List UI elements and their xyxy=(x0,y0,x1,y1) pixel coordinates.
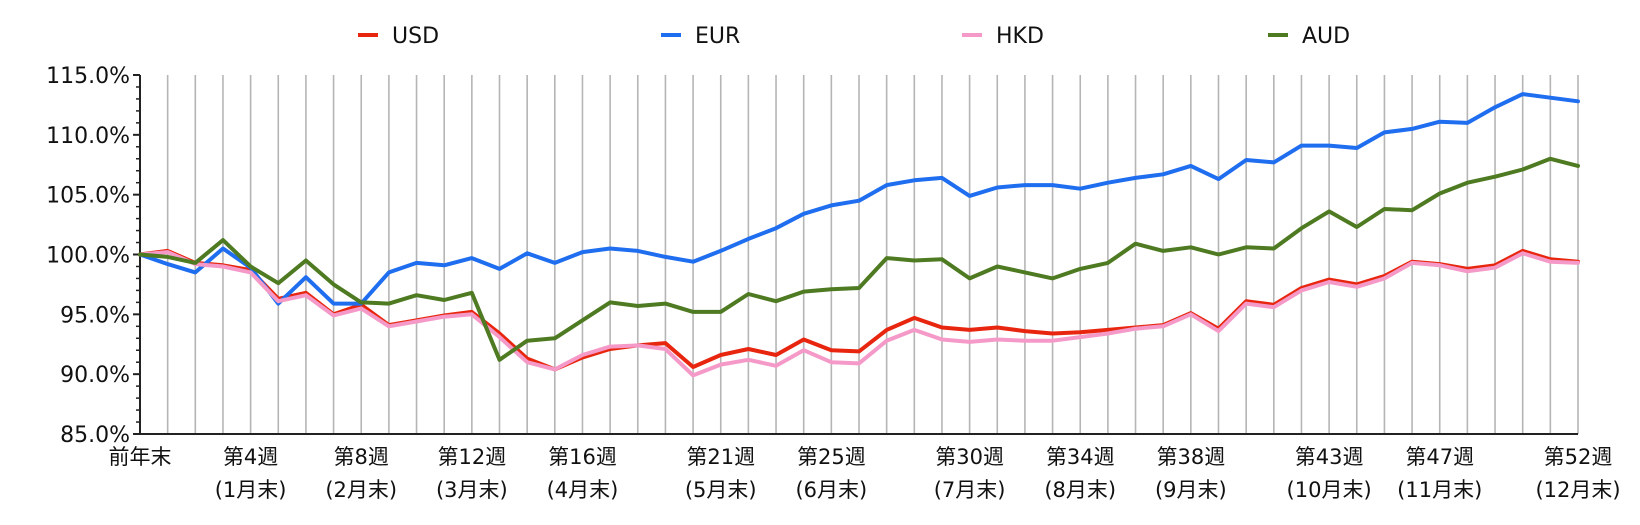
x-tick-sublabel: (11月末) xyxy=(1397,478,1482,502)
x-tick-sublabel: (7月末) xyxy=(934,478,1006,502)
x-tick-sublabel: (10月末) xyxy=(1287,478,1372,502)
x-tick-sublabel: (1月末) xyxy=(215,478,287,502)
x-tick-label: 第34週 xyxy=(1046,445,1115,469)
x-tick-sublabel: (4月末) xyxy=(547,478,619,502)
legend: USD EUR HKD AUD xyxy=(358,24,1350,49)
legend-label-eur: EUR xyxy=(695,24,740,49)
series-lines xyxy=(138,92,1580,378)
x-axis-ticks: 前年末 第4週 (1月末) 第8週 (2月末) 第12週 (3月末) 第16週 (4月末) 第21… xyxy=(109,445,1621,502)
x-tick-sublabel: (12月末) xyxy=(1535,478,1620,502)
x-tick-label: 第8週 xyxy=(334,445,389,469)
x-tick-label: 第47週 xyxy=(1405,445,1474,469)
y-tick-label: 100.0% xyxy=(46,244,130,269)
series-line-aud xyxy=(138,156,1580,362)
y-tick-label: 105.0% xyxy=(46,184,130,209)
series-line-eur xyxy=(138,92,1580,306)
x-tick-label: 第30週 xyxy=(935,445,1004,469)
legend-label-usd: USD xyxy=(392,24,439,49)
x-tick-label: 第52週 xyxy=(1544,445,1613,469)
x-tick-sublabel: (6月末) xyxy=(795,478,867,502)
x-tick-label: 第43週 xyxy=(1295,445,1364,469)
x-tick-label: 第16週 xyxy=(548,445,617,469)
y-tick-label: 90.0% xyxy=(60,363,130,388)
legend-label-aud: AUD xyxy=(1302,24,1350,49)
x-tick-label: 第25週 xyxy=(797,445,866,469)
x-tick-label: 第12週 xyxy=(437,445,506,469)
x-tick-label: 第4週 xyxy=(223,445,278,469)
y-tick-label: 110.0% xyxy=(46,124,130,149)
y-axis-ticks: 85.0% 90.0% 95.0% 100.0% 105.0% 110.0% 115.0% xyxy=(46,64,140,448)
vertical-gridlines xyxy=(166,75,1579,434)
x-tick-label: 前年末 xyxy=(109,445,172,469)
x-tick-sublabel: (8月末) xyxy=(1044,478,1116,502)
x-tick-label: 第21週 xyxy=(686,445,755,469)
legend-label-hkd: HKD xyxy=(996,24,1044,49)
x-tick-sublabel: (5月末) xyxy=(685,478,757,502)
x-tick-sublabel: (9月末) xyxy=(1155,478,1227,502)
y-tick-label: 85.0% xyxy=(60,423,130,448)
x-tick-sublabel: (2月末) xyxy=(325,478,397,502)
series-line-hkd xyxy=(138,250,1580,378)
y-tick-label: 95.0% xyxy=(60,303,130,328)
y-tick-label: 115.0% xyxy=(46,64,130,89)
x-tick-sublabel: (3月末) xyxy=(436,478,508,502)
x-tick-label: 第38週 xyxy=(1156,445,1225,469)
